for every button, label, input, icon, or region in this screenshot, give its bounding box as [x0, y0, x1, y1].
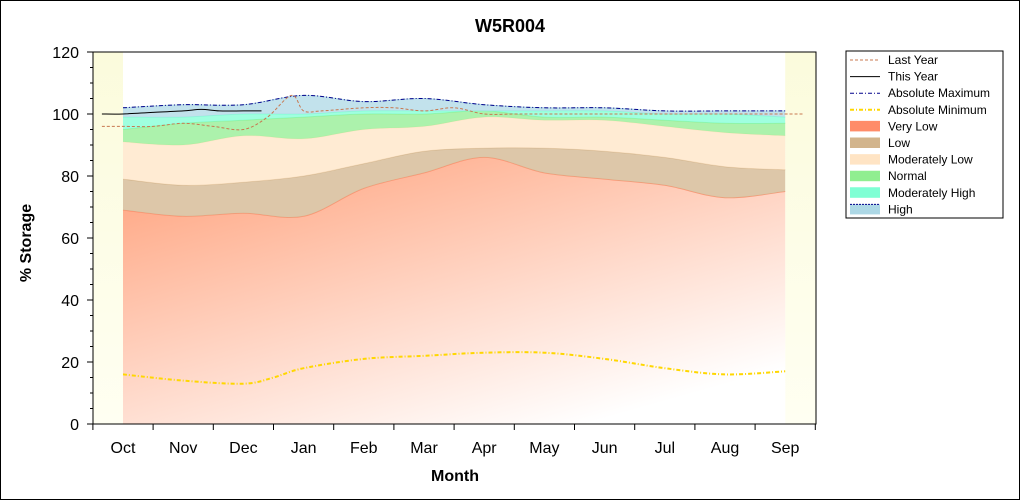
x-tick-label: Jun	[592, 440, 618, 457]
legend-label-high: High	[888, 202, 913, 216]
legend-label-very-low: Very Low	[888, 119, 938, 133]
chart-title: W5R004	[475, 16, 545, 36]
band-normal	[123, 110, 786, 146]
legend-swatch-normal	[850, 171, 880, 182]
x-tick-label: Sep	[771, 440, 800, 457]
legend-label-normal: Normal	[888, 169, 927, 183]
band-high	[123, 95, 786, 118]
band-moderately-low	[123, 116, 786, 186]
x-axis-title: Month	[431, 468, 479, 485]
x-tick-label: Jan	[291, 440, 317, 457]
band-edge-moderately-low	[122, 116, 786, 146]
legend-swatch-very-low	[850, 121, 880, 132]
legend-label-last-year: Last Year	[888, 53, 938, 67]
y-axis-title: % Storage	[18, 204, 35, 282]
y-tick-label: 100	[52, 107, 79, 124]
legend-swatch-moderately-low	[850, 154, 880, 165]
x-tick-label: Jul	[655, 440, 675, 457]
band-moderately-high	[123, 110, 786, 130]
plot-area: 0 20 40 60 80 100 120 Oct Nov Dec Jan Feb Mar Apr May J…	[52, 45, 817, 457]
legend-label-moderately-low: Moderately Low	[888, 153, 973, 167]
band-very-low	[123, 157, 786, 424]
y-tick-label: 0	[70, 417, 79, 434]
x-tick-label: Aug	[711, 440, 739, 457]
series-last-year	[101, 94, 804, 131]
legend-label-absolute-minimum: Absolute Minimum	[888, 103, 987, 117]
band-edge-very-low	[122, 156, 786, 219]
y-tick-label: 120	[52, 45, 79, 62]
legend: Last Year This Year Absolute Maximum Absolu…	[845, 50, 1004, 219]
x-tick-label: Nov	[169, 440, 197, 457]
series-this-year	[101, 108, 262, 115]
band-low	[123, 147, 786, 218]
legend-label-low: Low	[888, 136, 910, 150]
x-tick-label: Feb	[350, 440, 378, 457]
x-tick-label: Apr	[472, 440, 498, 457]
legend-label-moderately-high: Moderately High	[888, 186, 975, 200]
x-tick-label: Mar	[410, 440, 438, 457]
legend-label-this-year: This Year	[888, 70, 938, 84]
x-tick-label: May	[529, 440, 559, 457]
y-tick-label: 80	[61, 169, 79, 186]
x-tick-label: Dec	[229, 440, 257, 457]
legend-swatch-high	[850, 204, 880, 215]
y-tick-label: 20	[61, 355, 79, 372]
legend-swatch-low	[850, 138, 880, 148]
legend-swatch-moderately-high	[850, 187, 880, 198]
y-tick-label: 60	[61, 231, 79, 248]
series-absolute-minimum	[122, 351, 786, 385]
x-tick-label: Oct	[111, 440, 136, 457]
legend-label-absolute-maximum: Absolute Maximum	[888, 86, 990, 100]
y-tick-label: 40	[61, 293, 79, 310]
band-edge-high	[122, 94, 786, 112]
